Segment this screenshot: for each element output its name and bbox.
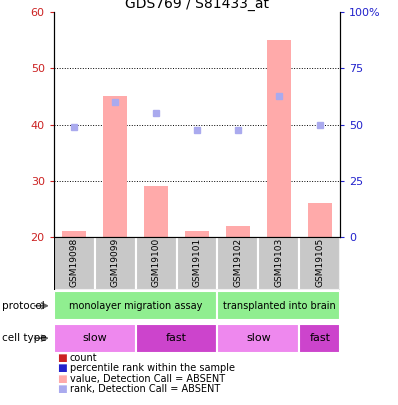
Text: transplanted into brain: transplanted into brain	[222, 301, 335, 311]
Text: rank, Detection Call = ABSENT: rank, Detection Call = ABSENT	[70, 384, 220, 394]
Bar	[95, 237, 136, 290]
Bar	[267, 40, 291, 237]
Bar	[54, 237, 95, 290]
Text: protocol: protocol	[2, 301, 45, 311]
Text: monolayer migration assay: monolayer migration assay	[69, 301, 202, 311]
Bar	[185, 231, 209, 237]
Text: GSM19101: GSM19101	[193, 238, 201, 287]
Bar	[54, 324, 136, 353]
Text: fast: fast	[166, 333, 187, 343]
Bar	[54, 291, 217, 320]
Text: count: count	[70, 353, 97, 362]
Bar	[177, 237, 217, 290]
Bar	[217, 237, 258, 290]
Text: GSM19098: GSM19098	[70, 238, 79, 287]
Bar	[299, 324, 340, 353]
Text: GSM19100: GSM19100	[152, 238, 160, 287]
Bar	[136, 324, 217, 353]
Text: GSM19102: GSM19102	[234, 238, 242, 287]
Text: GSM19099: GSM19099	[111, 238, 120, 287]
Text: value, Detection Call = ABSENT: value, Detection Call = ABSENT	[70, 374, 225, 384]
Text: fast: fast	[309, 333, 330, 343]
Text: cell type: cell type	[2, 333, 47, 343]
Text: slow: slow	[246, 333, 271, 343]
Bar	[144, 186, 168, 237]
Text: GSM19103: GSM19103	[274, 238, 283, 287]
Bar	[217, 324, 299, 353]
Bar	[299, 237, 340, 290]
Text: percentile rank within the sample: percentile rank within the sample	[70, 363, 235, 373]
Bar	[308, 203, 332, 237]
Bar	[217, 291, 340, 320]
Title: GDS769 / S81433_at: GDS769 / S81433_at	[125, 0, 269, 11]
Bar	[103, 96, 127, 237]
Bar	[136, 237, 177, 290]
Text: ■: ■	[57, 363, 66, 373]
Bar	[62, 231, 86, 237]
Text: ■: ■	[57, 374, 66, 384]
Text: slow: slow	[82, 333, 107, 343]
Text: GSM19105: GSM19105	[315, 238, 324, 287]
Bar	[258, 237, 299, 290]
Text: ■: ■	[57, 353, 66, 362]
Bar	[226, 226, 250, 237]
Text: ■: ■	[57, 384, 66, 394]
